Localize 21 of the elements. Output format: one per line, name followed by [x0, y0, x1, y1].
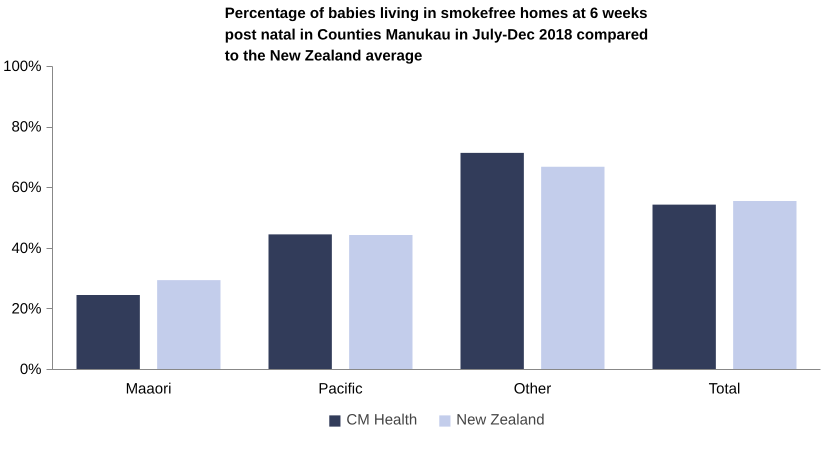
bar — [460, 152, 524, 370]
bar — [349, 234, 412, 370]
x-tick-label: Pacific — [318, 380, 364, 398]
x-tick-label: Total — [708, 380, 740, 398]
bar — [541, 166, 604, 370]
x-tick-label: Maaori — [126, 380, 172, 398]
y-tick-label: 40% — [11, 240, 42, 257]
y-tick-label: 100% — [3, 58, 42, 75]
bar — [652, 204, 716, 370]
bar — [157, 280, 220, 370]
x-tick-label: Other — [514, 380, 552, 398]
y-tick-label: 20% — [11, 300, 42, 318]
y-tick-label: 60% — [11, 179, 42, 196]
legend-label: New Zealand — [456, 412, 545, 428]
y-tick-label: 80% — [11, 118, 42, 136]
bar — [268, 234, 332, 370]
chart-title: Percentage of babies living in smokefree homes at 6 weeks post natal in Counties Manukau in July-Dec 2018 compared to the New Zealand average — [224, 5, 648, 64]
y-tick-label: 0% — [20, 361, 42, 378]
bar — [733, 201, 796, 370]
bar — [76, 294, 140, 370]
legend-label: CM Health — [346, 412, 418, 428]
